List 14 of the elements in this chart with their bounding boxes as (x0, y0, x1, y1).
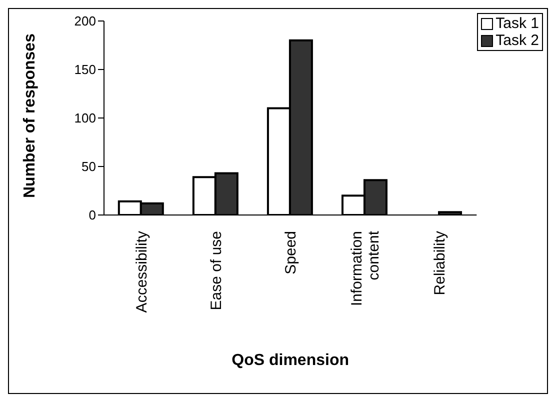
y-tick-label: 50 (82, 159, 96, 174)
y-tick-label: 200 (74, 14, 96, 29)
y-axis-title: Number of responses (22, 33, 39, 198)
y-tick-label: 100 (74, 110, 96, 126)
x-tick-label: Speed (282, 231, 300, 274)
legend-label: Task 2 (496, 32, 539, 49)
x-axis-title: QoS dimension (232, 352, 349, 369)
legend-label: Task 1 (496, 15, 539, 32)
x-tick-label: Accessibility (133, 230, 150, 313)
x-tick-label: Ease of use (208, 231, 225, 310)
x-tick-label: Information content (348, 230, 382, 306)
y-tick-label: 0 (88, 208, 96, 223)
y-tick-label: 150 (74, 62, 96, 78)
x-tick-label: Reliability (431, 230, 448, 296)
